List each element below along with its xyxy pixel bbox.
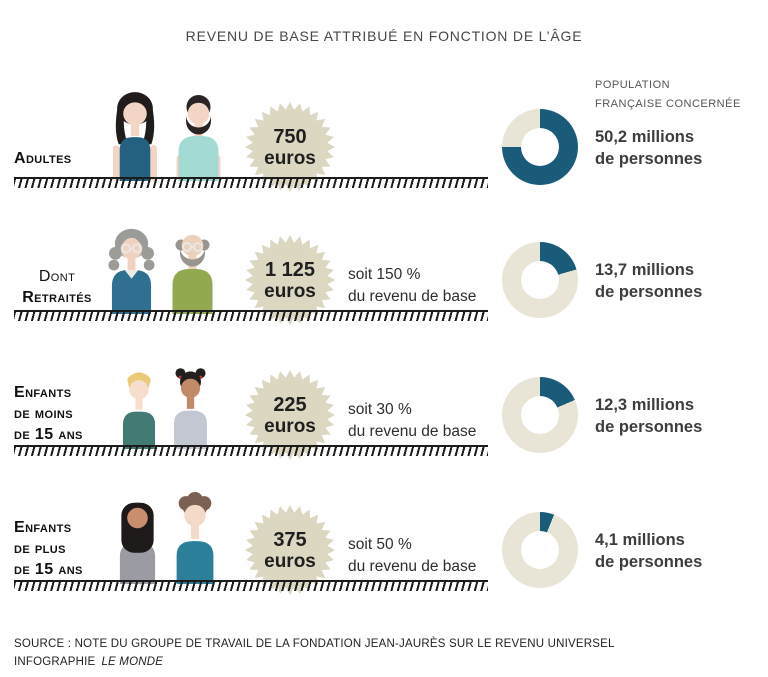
source-line: SOURCE : NOTE DU GROUPE DE TRAVAIL DE LA… (14, 638, 615, 650)
row-adultes: Adultes 750 euros 50,2 millions de personnes (0, 36, 768, 192)
row-enfants-plus-15: Enfants de plus de 15 ans 375 euros soit 50 %… (0, 439, 768, 595)
population-line2: de personnes (595, 553, 703, 571)
badge-amount: 225 (273, 393, 307, 416)
age-group-label-line: de moins (14, 405, 73, 422)
badge-text: 225 euros (244, 369, 336, 461)
share-note-line: du revenu de base (348, 423, 477, 440)
young-boy-figure (122, 372, 156, 449)
age-group-label-line: Enfants (14, 519, 72, 536)
population-line1: 13,7 millions (595, 261, 695, 279)
age-group-label: Dont Retraités (14, 266, 100, 308)
age-group-label-line: Enfants (14, 384, 72, 401)
share-note-line: du revenu de base (348, 558, 477, 575)
population-line1: 12,3 millions (595, 396, 695, 414)
population-line2: de personnes (595, 283, 703, 301)
ground-line (14, 310, 488, 321)
population-value: 12,3 millions de personnes (595, 394, 702, 438)
age-group-label-line: de 15 ans (14, 426, 83, 443)
share-note: soit 150 % du revenu de base (348, 264, 476, 308)
adult-man-figure (176, 95, 221, 181)
population-donut (502, 512, 578, 588)
share-note-line: soit 150 % (348, 266, 421, 283)
badge-text: 1 125 euros (244, 234, 336, 326)
row-retraites: Dont Retraités 1 125 euros soit 150 % du reve… (0, 169, 768, 325)
share-note-line: soit 30 % (348, 401, 412, 418)
population-header-line1: POPULATION (595, 79, 671, 91)
donut-hole (521, 128, 559, 166)
young-girl-figure (174, 368, 207, 449)
teen-girl-figure (119, 502, 156, 584)
retired-man-figure (172, 234, 213, 314)
age-group-label-line: Retraités (22, 289, 92, 306)
amount-badge: 750 euros (244, 101, 336, 193)
retired-woman-figure (108, 228, 155, 314)
badge-unit: euros (264, 550, 316, 572)
population-donut (502, 242, 578, 318)
adult-woman-figure (113, 92, 157, 181)
starburst-icon (245, 235, 335, 325)
ground-line (14, 580, 488, 591)
population-column-header: POPULATION FRANÇAISE CONCERNÉE (595, 76, 741, 114)
age-group-label: Enfants de moins de 15 ans (14, 382, 83, 445)
share-note: soit 50 % du revenu de base (348, 534, 476, 578)
age-group-label: Enfants de plus de 15 ans (14, 517, 83, 580)
population-line1: 50,2 millions (595, 128, 695, 146)
amount-badge: 225 euros (244, 369, 336, 461)
chart-title: REVENU DE BASE ATTRIBUÉ EN FONCTION DE L… (185, 28, 583, 44)
population-line1: 4,1 millions (595, 531, 685, 549)
share-note: soit 30 % du revenu de base (348, 399, 476, 443)
population-header-line2: FRANÇAISE CONCERNÉE (595, 98, 741, 110)
starburst-icon (245, 102, 335, 192)
share-note-line: du revenu de base (348, 288, 477, 305)
credit-prefix: INFOGRAPHIE (14, 656, 96, 668)
badge-unit: euros (264, 415, 316, 437)
row-enfants-moins-15: Enfants de moins de 15 ans 225 euros soit 30 … (0, 304, 768, 460)
share-note-line: soit 50 % (348, 536, 412, 553)
age-group-label-line: de plus (14, 540, 66, 557)
age-group-label-line: Dont (38, 268, 76, 285)
donut-hole (521, 531, 559, 569)
population-value: 4,1 millions de personnes (595, 529, 702, 573)
badge-text: 750 euros (244, 101, 336, 193)
population-donut (502, 109, 578, 185)
starburst-icon (245, 505, 335, 595)
teen-boy-figure (176, 492, 214, 584)
population-value: 13,7 millions de personnes (595, 259, 702, 303)
age-group-label-line: Adultes (14, 150, 72, 167)
donut-hole (521, 261, 559, 299)
population-value: 50,2 millions de personnes (595, 126, 702, 170)
ground-line (14, 445, 488, 456)
population-line2: de personnes (595, 418, 703, 436)
age-group-label-line: de 15 ans (14, 561, 83, 578)
starburst-icon (245, 370, 335, 460)
badge-unit: euros (264, 280, 316, 302)
amount-badge: 375 euros (244, 504, 336, 596)
badge-unit: euros (264, 147, 316, 169)
credit-brand: LE MONDE (101, 656, 164, 668)
source-note: SOURCE : NOTE DU GROUPE DE TRAVAIL DE LA… (14, 635, 615, 671)
badge-amount: 375 (273, 528, 307, 551)
donut-hole (521, 396, 559, 434)
badge-amount: 1 125 (264, 258, 316, 281)
amount-badge: 1 125 euros (244, 234, 336, 326)
population-donut (502, 377, 578, 453)
ground-line (14, 177, 488, 188)
credit-line: INFOGRAPHIE LE MONDE (14, 653, 615, 671)
badge-amount: 750 (273, 125, 307, 148)
age-group-label: Adultes (14, 148, 72, 169)
badge-text: 375 euros (244, 504, 336, 596)
population-line2: de personnes (595, 150, 703, 168)
